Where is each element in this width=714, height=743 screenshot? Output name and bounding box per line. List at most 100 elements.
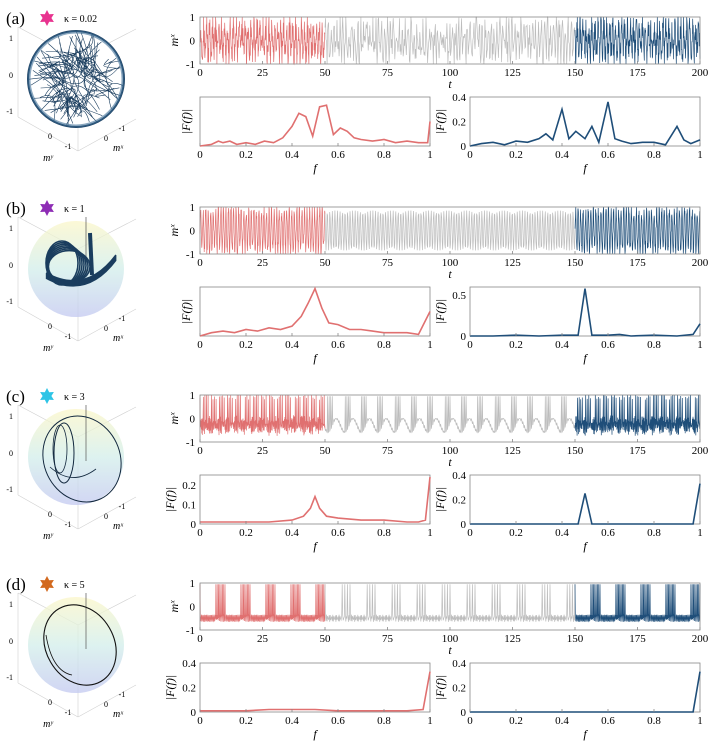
y-tick-label: 1 [190, 202, 196, 214]
plot-frame [469, 96, 701, 147]
z-tick-label: 1 [9, 412, 13, 421]
x-tick-label: 0 [197, 339, 203, 351]
plot-frame [469, 474, 701, 525]
kappa-label: κ = 3 [64, 392, 85, 403]
y-axis-label: mʸ [43, 153, 53, 164]
x-axis-label: t [448, 643, 452, 657]
y-tick-label: -1 [65, 708, 72, 717]
sphere-frame-line [77, 118, 137, 152]
spectrum-line [199, 104, 431, 147]
x-tick-label: 150 [567, 633, 584, 645]
x-tick-label: 1 [697, 527, 703, 539]
x-tick-label: 0.8 [377, 527, 391, 539]
sphere-surface [28, 409, 124, 505]
y-tick-label: 0 [48, 132, 52, 141]
y-tick-label: 0 [190, 36, 196, 48]
x-tick-label: 125 [504, 445, 521, 457]
x-tick-label: 0.4 [555, 149, 569, 161]
plot-frame [199, 474, 431, 525]
kappa-star-icon [40, 10, 54, 26]
y-tick-label: 0.4 [452, 658, 466, 670]
x-tick-label: 0.2 [239, 339, 253, 351]
x-tick-label: 175 [629, 633, 646, 645]
y-axis-label: |F(f)| [163, 675, 177, 700]
y-tick-label: -1 [65, 142, 72, 151]
trajectory-curve [42, 415, 122, 503]
x-tick-label: 0.4 [285, 339, 299, 351]
sphere-surface [28, 221, 124, 317]
x-tick-label: 0.8 [647, 339, 661, 351]
kappa-label: κ = 0.02 [64, 14, 97, 25]
x-tick-label: 100 [442, 633, 459, 645]
y-tick-label: -1 [186, 249, 195, 261]
panel-b: (b)κ = 110-10-10-1mᶻmʸmˣ0255075100125150… [6, 199, 709, 365]
x-tick-label: 200 [692, 445, 709, 457]
x-tick-label: 175 [629, 445, 646, 457]
x-tick-label: 0.6 [601, 149, 615, 161]
y-tick-label: 1 [190, 390, 196, 402]
x-tick-label: 0.4 [285, 715, 299, 727]
x-tick-label: 0 [467, 527, 473, 539]
x-tick-label: 0 [467, 715, 473, 727]
x-tick-label: 175 [629, 257, 646, 269]
kappa-label: κ = 5 [64, 580, 85, 591]
x-tick-label: 0 [197, 257, 203, 269]
x-tick-label: 0.4 [285, 149, 299, 161]
x-tick-label: 0.2 [239, 527, 253, 539]
spectrum-chart: 0 0.2 0.4 0.6 0.8 1 0 0.2 0.4 f |F(f)| [433, 658, 703, 741]
x-tick-label: 50 [320, 445, 332, 457]
plot-frame [199, 662, 431, 713]
y-tick-label: 1 [190, 12, 196, 24]
sphere-frame-line [77, 496, 137, 530]
x-axis-label: mˣ [113, 333, 124, 344]
y-tick-label: 0 [461, 331, 467, 343]
y-axis-label: mˣ [167, 224, 181, 237]
y-tick-label: 0 [190, 226, 196, 238]
x-tick-label: 175 [629, 67, 646, 79]
y-tick-label: -1 [186, 625, 195, 637]
x-tick-label: 1 [427, 715, 433, 727]
panel-c: (c)κ = 310-10-10-1mᶻmʸmˣ0255075100125150… [6, 387, 709, 553]
x-tick-label: 1 [697, 715, 703, 727]
spectrum-line [470, 288, 701, 337]
spectrum-chart: 0 0.2 0.4 0.6 0.8 1 0 0.2 0.4 f |F(f)| [433, 92, 703, 175]
x-tick-label: 75 [382, 67, 394, 79]
x-axis-label: mˣ [113, 521, 124, 532]
trajectory-curve [49, 466, 97, 478]
plot-frame [199, 96, 431, 147]
x-axis-label: f [583, 351, 588, 365]
y-axis-label: |F(f)| [179, 299, 193, 324]
x-tick-label: 0 [197, 633, 203, 645]
x-tick-label: 125 [504, 67, 521, 79]
sphere-frame-line [77, 308, 137, 342]
x-tick-label: 25 [257, 67, 269, 79]
x-axis-label: f [313, 161, 318, 175]
panel-a: (a)κ = 0.0210-10-10-1mᶻmʸmˣ0255075100125… [6, 9, 709, 175]
sphere-frame-line [17, 116, 79, 152]
y-tick-label: 0.5 [452, 290, 466, 302]
z-tick-label: 1 [9, 600, 13, 609]
trajectory-curve [52, 424, 68, 474]
y-axis-label: |F(f)| [433, 487, 447, 512]
z-tick-label: -1 [6, 485, 13, 494]
series-line-early [199, 394, 326, 436]
x-tick-label: 1 [427, 149, 433, 161]
y-tick-label: 0.4 [182, 658, 196, 670]
y-tick-label: 0 [190, 414, 196, 426]
x-tick-label: 0 [197, 149, 203, 161]
y-axis-label: |F(f)| [433, 675, 447, 700]
x-tick-label: 0.6 [331, 149, 345, 161]
x-tick-label: 0.2 [239, 715, 253, 727]
y-axis-label: mˣ [167, 34, 181, 47]
y-tick-label: -1 [186, 59, 195, 71]
x-tick-label: 0.2 [509, 339, 523, 351]
y-axis-label: |F(f)| [163, 487, 177, 512]
y-tick-label: 0 [48, 510, 52, 519]
x-axis-label: f [313, 351, 318, 365]
series-line-late [574, 16, 701, 65]
y-tick-label: 0 [191, 707, 197, 719]
series-line-early [199, 584, 326, 623]
x-tick-label: 0 [104, 700, 108, 709]
x-tick-label: 0.4 [555, 715, 569, 727]
